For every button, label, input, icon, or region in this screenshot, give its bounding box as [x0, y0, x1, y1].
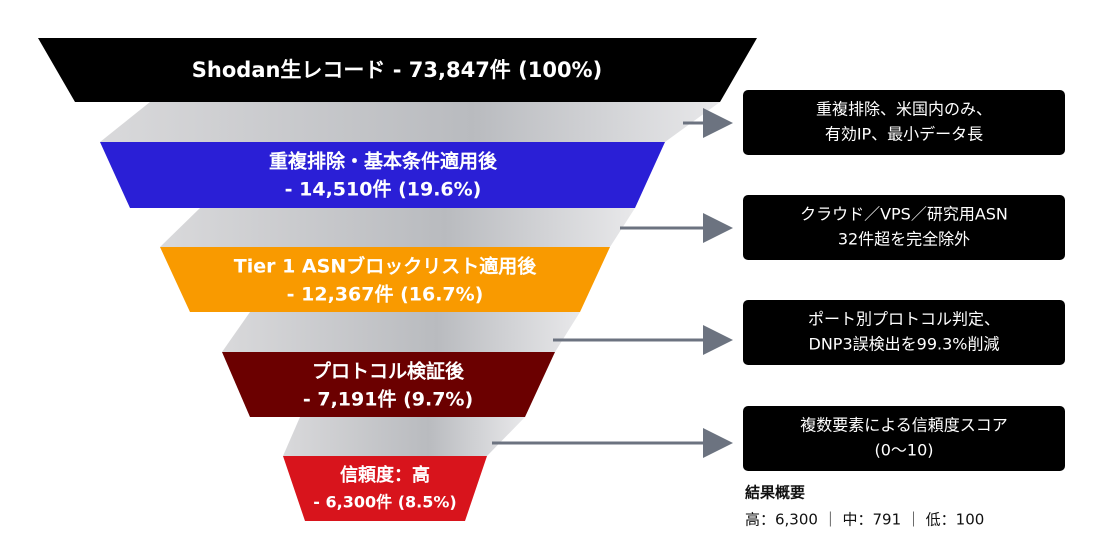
note-text: 重複排除、米国内のみ、: [816, 100, 992, 119]
connector: [160, 208, 635, 247]
stage-label: Shodan生レコード - 73,847件 (100%): [192, 58, 602, 82]
stage-label: - 14,510件 (19.6%): [285, 178, 482, 201]
stage-label: - 12,367件 (16.7%): [287, 283, 484, 306]
connector: [283, 417, 525, 456]
stage: [160, 247, 610, 312]
note-text: 32件超を完全除外: [838, 230, 970, 249]
stage-label: 重複排除・基本条件適用後: [269, 150, 498, 173]
note-text: 複数要素による信頼度スコア: [800, 416, 1008, 435]
stage-label: - 7,191件 (9.7%): [303, 388, 473, 411]
stage-label: プロトコル検証後: [312, 360, 465, 383]
note-box: [743, 90, 1065, 155]
note-text: クラウド／VPS／研究用ASN: [800, 205, 1008, 224]
stage-label: Tier 1 ASNブロックリスト適用後: [234, 255, 537, 278]
summary-text: 高：6,300 ｜ 中：791 ｜ 低：100: [745, 511, 984, 529]
note-text: DNP3誤検出を99.3%削減: [809, 335, 1000, 354]
stage-label: - 6,300件 (8.5%): [313, 493, 456, 512]
stage: [100, 142, 665, 208]
connector: [100, 102, 720, 142]
summary-title: 結果概要: [745, 484, 805, 502]
stage-label: 信頼度：高: [340, 464, 430, 486]
note-text: 有効IP、最小データ長: [825, 125, 983, 144]
stage: [283, 456, 487, 521]
note-box: [743, 406, 1065, 471]
note-box: [743, 300, 1065, 365]
note-box: [743, 195, 1065, 260]
note-text: (0〜10): [874, 441, 933, 460]
stage: [222, 352, 555, 417]
note-text: ポート別プロトコル判定、: [808, 310, 1000, 329]
connector: [222, 312, 580, 352]
stage: [38, 38, 757, 102]
